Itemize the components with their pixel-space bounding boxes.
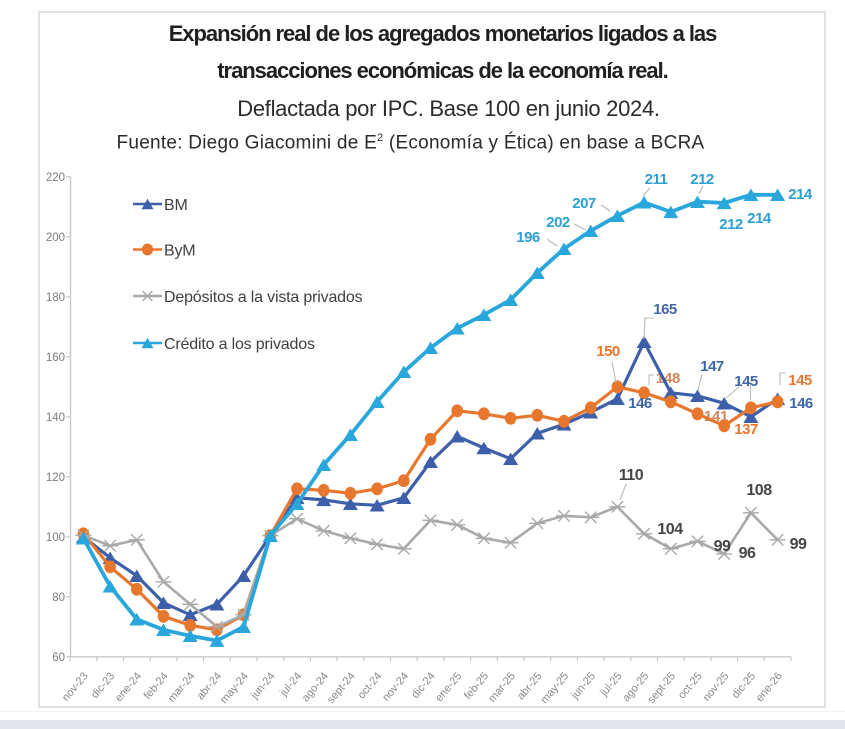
svg-text:214: 214 [788, 186, 813, 203]
svg-text:Depósitos a la vista privados: Depósitos a la vista privados [164, 289, 363, 306]
svg-text:212: 212 [719, 216, 743, 233]
svg-text:jun-25: jun-25 [569, 670, 598, 702]
svg-text:180: 180 [46, 292, 65, 304]
svg-text:137: 137 [734, 421, 758, 438]
svg-text:146: 146 [789, 395, 813, 412]
svg-text:ene-26: ene-26 [754, 670, 785, 704]
svg-text:220: 220 [46, 172, 65, 184]
svg-text:99: 99 [714, 538, 731, 555]
svg-text:sept-24: sept-24 [325, 670, 358, 706]
svg-text:146: 146 [628, 395, 652, 412]
svg-text:mar-25: mar-25 [486, 670, 518, 704]
svg-text:mar-24: mar-24 [166, 670, 198, 704]
svg-text:202: 202 [546, 214, 570, 231]
svg-text:may-25: may-25 [539, 670, 572, 706]
svg-text:140: 140 [46, 412, 65, 424]
svg-text:96: 96 [739, 545, 756, 562]
svg-text:212: 212 [690, 171, 714, 188]
svg-text:may-24: may-24 [218, 670, 251, 706]
svg-text:jun-24: jun-24 [248, 670, 277, 702]
svg-text:nov-24: nov-24 [380, 670, 411, 703]
svg-text:211: 211 [645, 171, 668, 188]
svg-text:nov-23: nov-23 [60, 670, 91, 703]
svg-text:BM: BM [164, 197, 188, 214]
svg-text:99: 99 [790, 536, 807, 553]
svg-text:sept-25: sept-25 [645, 670, 678, 706]
svg-text:108: 108 [746, 482, 772, 499]
svg-text:120: 120 [46, 472, 65, 484]
svg-text:60: 60 [52, 652, 65, 664]
svg-text:160: 160 [46, 352, 65, 364]
svg-text:207: 207 [572, 195, 596, 212]
svg-text:nov-25: nov-25 [701, 670, 732, 703]
svg-text:ByM: ByM [164, 243, 195, 260]
svg-text:110: 110 [619, 467, 644, 484]
svg-text:196: 196 [516, 229, 540, 246]
svg-text:100: 100 [46, 532, 65, 544]
svg-text:104: 104 [657, 521, 683, 538]
svg-text:214: 214 [747, 210, 772, 227]
svg-text:145: 145 [788, 372, 812, 389]
svg-text:165: 165 [653, 301, 677, 318]
svg-text:Crédito a los privados: Crédito a los privados [164, 336, 315, 353]
svg-text:145: 145 [734, 373, 758, 390]
svg-text:80: 80 [52, 592, 65, 604]
svg-text:200: 200 [46, 232, 65, 244]
svg-text:ene-25: ene-25 [433, 670, 464, 704]
svg-text:147: 147 [700, 358, 724, 375]
svg-text:ene-24: ene-24 [113, 670, 144, 704]
svg-text:150: 150 [596, 343, 620, 360]
